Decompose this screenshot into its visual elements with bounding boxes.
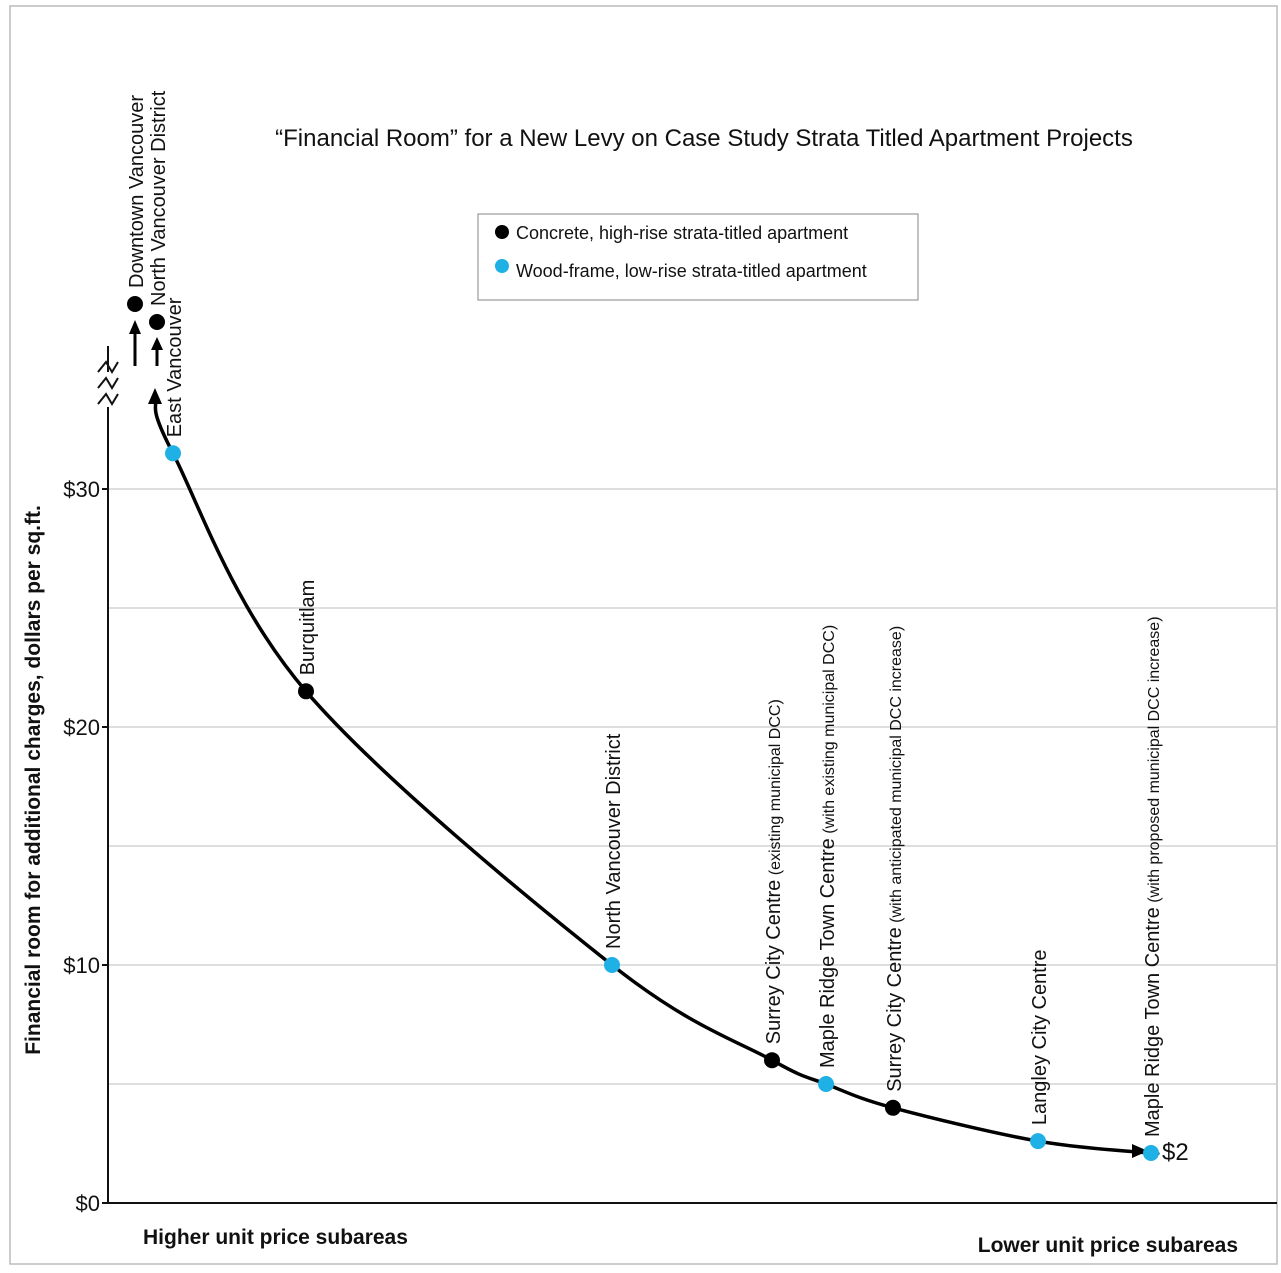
legend-box xyxy=(477,213,919,301)
data-point xyxy=(149,314,165,330)
y-tick-label: $10 xyxy=(63,953,100,978)
point-label-main: North Vancouver District xyxy=(603,733,625,949)
data-point xyxy=(885,1099,901,1116)
point-label-main: East Vancouver xyxy=(164,297,186,437)
point-label: East Vancouver xyxy=(164,297,186,437)
point-label-main: Downtown Vancouver xyxy=(126,95,148,288)
point-label-main: Burquitlam xyxy=(297,580,319,676)
x-axis-left-label: Higher unit price subareas xyxy=(143,1226,408,1249)
point-label-main: Langley City Centre xyxy=(1029,949,1051,1125)
trend-curve xyxy=(153,399,1160,1156)
data-point xyxy=(818,1076,834,1092)
x-axis-right-label: Lower unit price subareas xyxy=(978,1234,1238,1257)
data-point xyxy=(127,296,143,312)
data-point xyxy=(604,957,620,973)
point-label-main: Maple Ridge Town Centre xyxy=(1142,907,1164,1137)
point-label: Downtown Vancouver xyxy=(126,95,148,288)
chart-frame xyxy=(9,5,1278,1265)
point-label: North Vancouver District xyxy=(603,733,625,949)
y-axis-label: Financial room for additional charges, d… xyxy=(22,505,45,1055)
point-label: Langley City Centre xyxy=(1029,949,1051,1125)
point-label-main: Maple Ridge Town Centre xyxy=(817,838,839,1068)
data-point xyxy=(298,683,314,700)
data-point xyxy=(1143,1145,1159,1162)
points-layer xyxy=(127,296,1159,1162)
data-point xyxy=(165,445,181,462)
point-label-main: Surrey City Centre xyxy=(884,927,906,1092)
offscale-arrowhead xyxy=(129,320,141,334)
labels-layer: Downtown Vancouver North Vancouver Distri… xyxy=(126,90,1164,1137)
point-label-main: North Vancouver District xyxy=(148,90,170,306)
point-label-sub: (with existing municipal DCC) xyxy=(821,625,838,838)
axis-layer: $0 $10 $20 $30 xyxy=(63,346,1277,1216)
legend-label-wood: Wood-frame, low-rise strata-titled apart… xyxy=(516,261,867,281)
point-label-sub: (with anticipated municipal DCC increase… xyxy=(888,626,905,927)
curve-up-arrowhead xyxy=(148,388,162,404)
point-label: Maple Ridge Town Centre (with existing m… xyxy=(817,625,839,1068)
point-label: North Vancouver District xyxy=(148,90,170,306)
legend: Concrete, high-rise strata-titled apartm… xyxy=(477,213,919,301)
data-point xyxy=(764,1052,780,1069)
curve-layer xyxy=(129,320,1160,1158)
chart-title: “Financial Room” for a New Levy on Case … xyxy=(275,125,1133,152)
point-label: Burquitlam xyxy=(297,580,319,676)
point-label: Maple Ridge Town Centre (with proposed m… xyxy=(1142,616,1164,1137)
y-tick-label: $20 xyxy=(63,715,100,740)
point-label: Surrey City Centre (existing municipal D… xyxy=(763,699,785,1044)
curve-right-arrowhead xyxy=(1132,1144,1148,1158)
y-tick-label: $0 xyxy=(76,1191,100,1216)
legend-marker-wood xyxy=(495,259,509,273)
y-tick-label: $30 xyxy=(63,477,100,502)
point-label-sub: (existing municipal DCC) xyxy=(767,699,784,880)
data-point xyxy=(1030,1133,1046,1150)
grid-layer xyxy=(108,488,1277,1085)
point-label: Surrey City Centre (with anticipated mun… xyxy=(884,626,906,1092)
point-label-sub: (with proposed municipal DCC increase) xyxy=(1146,616,1163,907)
end-value-label: $2 xyxy=(1162,1139,1189,1166)
legend-marker-concrete xyxy=(495,225,509,239)
offscale-arrowhead xyxy=(151,337,163,350)
legend-label-concrete: Concrete, high-rise strata-titled apartm… xyxy=(516,223,848,243)
point-label-main: Surrey City Centre xyxy=(763,880,785,1045)
